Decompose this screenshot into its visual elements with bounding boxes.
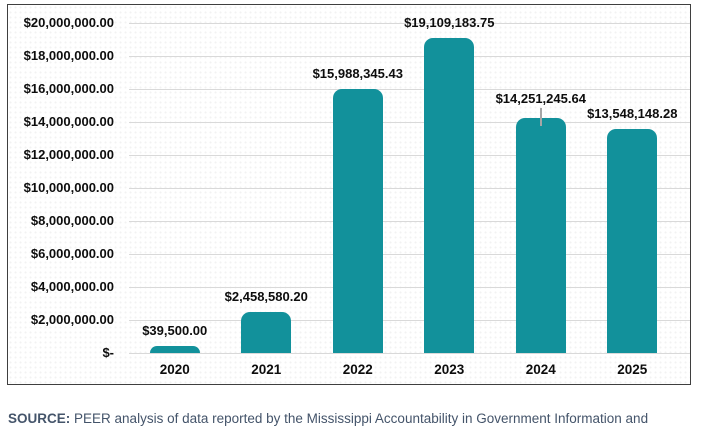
label-leader-line	[539, 107, 542, 126]
y-axis-tick-label: $-	[102, 345, 114, 360]
y-axis-tick-label: $20,000,000.00	[23, 15, 114, 30]
x-axis-tick-label: 2020	[159, 362, 190, 377]
bar-2020	[149, 346, 200, 353]
bar-value-label: $39,500.00	[142, 323, 208, 338]
gridline	[129, 220, 690, 222]
y-axis-tick-label: $6,000,000.00	[30, 246, 114, 261]
x-axis-tick-label: 2024	[525, 362, 556, 377]
gridline	[129, 22, 690, 24]
bar-2024	[515, 117, 566, 353]
y-axis-tick-label: $14,000,000.00	[23, 114, 114, 129]
y-axis-tick-label: $2,000,000.00	[30, 312, 114, 327]
bar-value-label: $13,548,148.28	[587, 106, 678, 122]
gridline	[129, 286, 690, 288]
bar-2022	[332, 89, 383, 353]
source-text-line2: Collaboration and Mississippi Developmen…	[8, 429, 692, 432]
y-axis-tick-label: $16,000,000.00	[23, 81, 114, 96]
y-axis-tick-label: $18,000,000.00	[23, 48, 114, 63]
x-axis-tick-label: 2023	[434, 362, 465, 377]
source-text-line1: PEER analysis of data reported by the Mi…	[74, 410, 649, 426]
gridline	[129, 319, 690, 321]
bar-2021	[241, 312, 292, 353]
bar-value-label: $19,109,183.75	[404, 14, 495, 30]
x-axis-tick-label: 2022	[342, 362, 373, 377]
source-line-1: SOURCE: PEER analysis of data reported b…	[8, 411, 648, 426]
gridline	[129, 88, 690, 90]
bar-value-label: $14,251,245.64	[495, 90, 586, 106]
bar-2023	[424, 37, 475, 353]
bar-2025	[607, 129, 658, 353]
y-axis-tick-label: $4,000,000.00	[30, 279, 114, 294]
x-axis-tick-label: 2021	[251, 362, 282, 377]
source-label: SOURCE:	[8, 410, 71, 426]
gridline	[129, 55, 690, 57]
gridline	[129, 154, 690, 156]
bar-value-label: $15,988,345.43	[312, 66, 403, 82]
gridline	[129, 253, 690, 255]
bar-chart: $- $2,000,000.00 $4,000,000.00 $6,000,000.0…	[7, 4, 691, 385]
source-note: SOURCE: PEER analysis of data reported b…	[8, 408, 692, 432]
gridline	[129, 121, 690, 123]
gridline	[129, 352, 690, 354]
y-axis-tick-label: $8,000,000.00	[30, 213, 114, 228]
bar-value-label: $2,458,580.20	[224, 289, 308, 305]
gridline	[129, 187, 690, 189]
x-axis-tick-label: 2025	[617, 362, 648, 377]
y-axis-tick-label: $10,000,000.00	[23, 180, 114, 195]
y-axis-tick-label: $12,000,000.00	[23, 147, 114, 162]
